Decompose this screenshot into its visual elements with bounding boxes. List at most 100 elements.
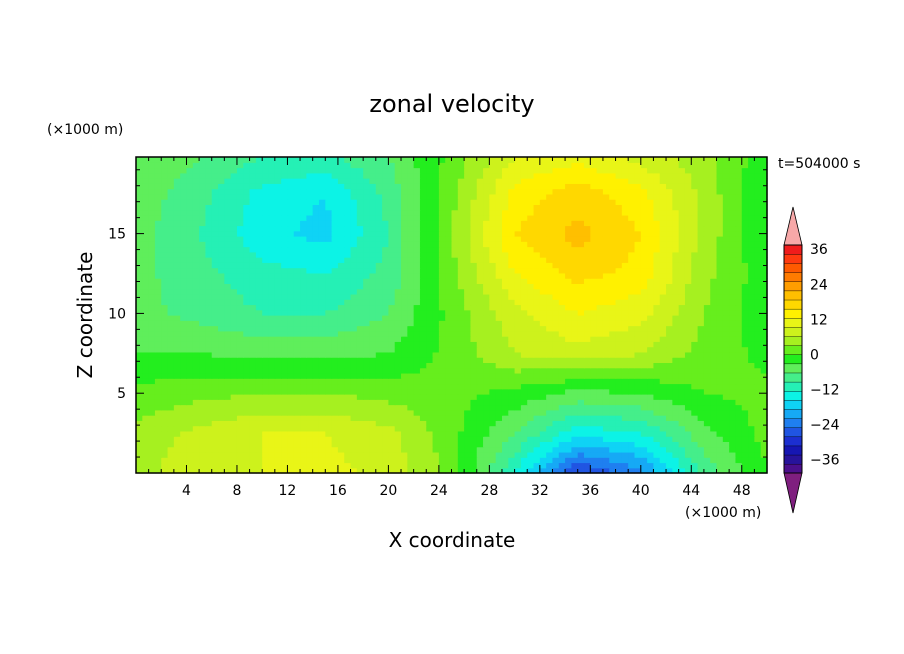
field-cell — [268, 436, 276, 442]
field-cell — [634, 357, 642, 363]
field-cell — [274, 457, 282, 464]
field-cell — [489, 399, 497, 406]
field-cell — [136, 383, 143, 390]
field-cell — [136, 251, 143, 258]
field-cell — [419, 436, 427, 442]
field-cell — [407, 278, 415, 284]
field-cell — [186, 399, 194, 406]
field-cell — [356, 436, 364, 442]
field-cell — [199, 320, 207, 327]
field-cell — [432, 383, 440, 390]
field-cell — [287, 388, 295, 395]
field-cell — [691, 251, 699, 258]
field-cell — [451, 430, 459, 437]
field-cell — [407, 230, 415, 237]
field-cell — [293, 283, 301, 290]
field-cell — [331, 293, 339, 300]
field-cell — [407, 341, 415, 348]
field-cell — [274, 293, 282, 300]
field-cell — [331, 236, 339, 242]
field-cell — [577, 214, 585, 221]
field-cell — [565, 378, 572, 385]
field-cell — [274, 336, 282, 342]
field-cell — [659, 257, 667, 263]
field-cell — [520, 404, 528, 411]
field-cell — [596, 241, 604, 248]
field-cell — [337, 236, 345, 242]
field-cell — [173, 293, 181, 300]
field-cell — [312, 357, 320, 363]
field-cell — [666, 351, 673, 358]
field-cell — [388, 299, 396, 306]
field-cell — [255, 246, 263, 253]
field-cell — [501, 436, 509, 442]
field-cell — [413, 399, 421, 406]
field-cell — [394, 220, 402, 227]
field-cell — [470, 236, 478, 242]
field-cell — [224, 293, 232, 300]
field-cell — [571, 288, 579, 295]
field-cell — [306, 304, 314, 311]
field-cell — [451, 309, 459, 316]
field-cell — [741, 436, 749, 442]
field-cell — [754, 225, 762, 232]
field-cell — [268, 241, 276, 248]
field-cell — [243, 367, 251, 374]
field-cell — [356, 346, 364, 353]
field-cell — [703, 415, 711, 421]
field-cell — [527, 436, 535, 442]
field-cell — [451, 404, 459, 411]
field-cell — [161, 357, 169, 363]
field-cell — [161, 257, 169, 263]
field-cell — [571, 330, 579, 337]
field-cell — [653, 372, 661, 379]
field-cell — [476, 262, 484, 269]
field-cell — [596, 404, 604, 411]
field-cell — [483, 230, 490, 237]
field-cell — [457, 336, 465, 342]
field-cell — [211, 383, 219, 390]
field-cell — [501, 451, 509, 458]
field-cell — [154, 278, 162, 284]
field-cell — [514, 320, 522, 327]
field-cell — [760, 394, 768, 400]
field-cell — [741, 251, 749, 258]
field-cell — [205, 241, 213, 248]
field-cell — [596, 283, 604, 290]
field-cell — [501, 309, 509, 316]
field-cell — [722, 278, 730, 284]
field-cell — [457, 346, 465, 353]
field-cell — [552, 351, 560, 358]
field-cell — [192, 425, 200, 432]
field-cell — [451, 293, 459, 300]
field-cell — [161, 383, 169, 390]
field-cell — [640, 262, 648, 269]
field-cell — [533, 209, 541, 216]
field-cell — [577, 394, 585, 400]
field-cell — [211, 372, 219, 379]
field-cell — [205, 272, 213, 279]
field-cell — [609, 367, 617, 374]
field-cell — [382, 293, 389, 300]
field-cell — [161, 372, 169, 379]
field-cell — [161, 430, 169, 437]
field-cell — [419, 330, 427, 337]
field-cell — [729, 325, 737, 332]
field-cell — [520, 241, 528, 248]
field-cell — [268, 451, 276, 458]
field-cell — [325, 325, 333, 332]
field-cell — [653, 241, 661, 248]
field-cell — [520, 267, 528, 274]
field-cell — [684, 394, 692, 400]
field-cell — [464, 441, 472, 448]
field-cell — [419, 341, 427, 348]
field-cell — [457, 457, 465, 464]
field-cell — [615, 299, 623, 306]
field-cell — [224, 272, 232, 279]
field-cell — [729, 336, 737, 342]
field-cell — [748, 346, 755, 353]
field-cell — [501, 425, 509, 432]
field-cell — [287, 336, 295, 342]
field-cell — [287, 241, 295, 248]
field-cell — [281, 346, 289, 353]
